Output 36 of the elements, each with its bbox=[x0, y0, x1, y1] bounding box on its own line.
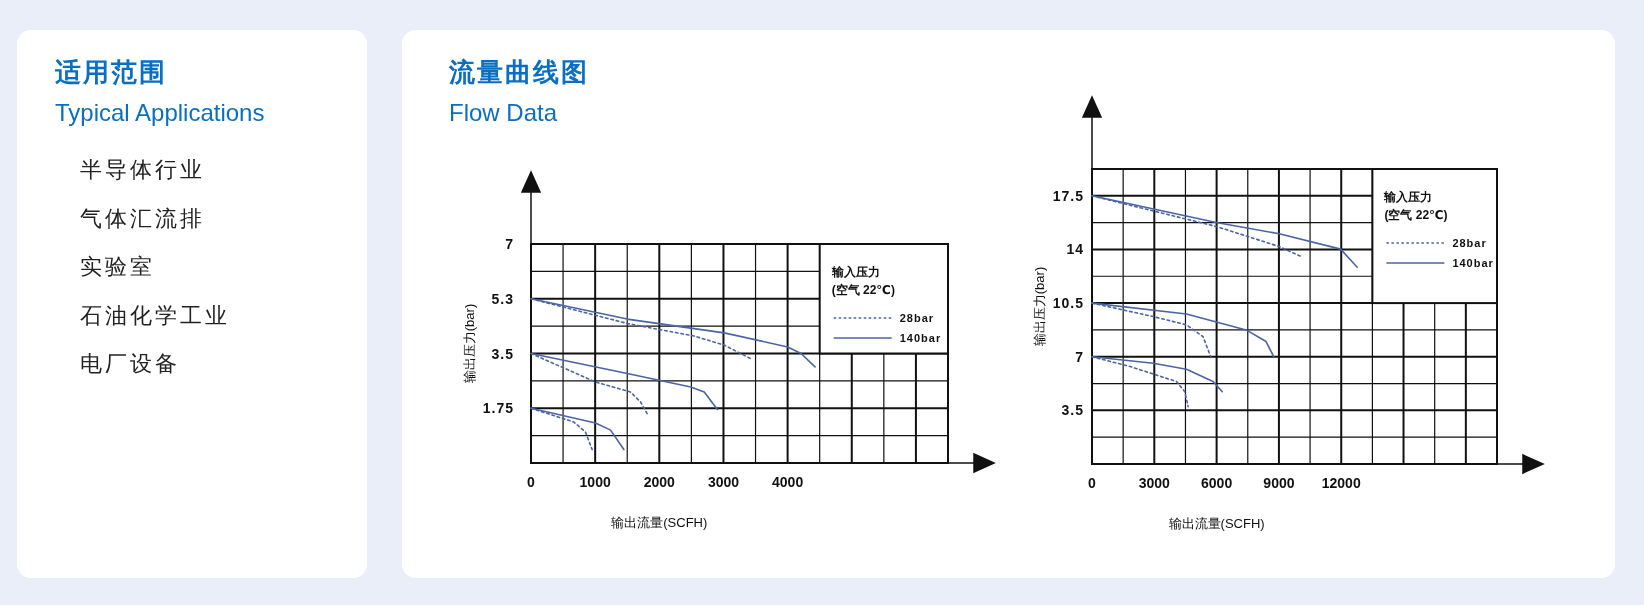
legend-title: 输入压力 (空气 22℃) bbox=[1383, 190, 1448, 222]
legend-title: 输入压力 (空气 22℃) bbox=[830, 265, 895, 297]
y-axis-title: 输出压力(bar) bbox=[1032, 266, 1047, 347]
text: 实验室 bbox=[80, 254, 155, 279]
x-tick-label: 1000 bbox=[579, 474, 611, 490]
y-tick-label: 3.5 bbox=[1061, 402, 1084, 419]
text: Typical Applications bbox=[55, 99, 265, 126]
y-tick-label: 3.5 bbox=[491, 345, 514, 362]
x-tick-label: 0 bbox=[1088, 475, 1097, 491]
legend: 输入压力 (空气 22℃) 28bar 140bar bbox=[1371, 168, 1498, 305]
y-tick-label: 14 bbox=[1066, 241, 1084, 258]
x-tick-label: 12000 bbox=[1321, 475, 1361, 491]
x-tick-label: 3000 bbox=[1138, 475, 1171, 491]
x-tick-label: 0 bbox=[527, 474, 536, 490]
text: 半导体行业 bbox=[80, 157, 205, 182]
x-tick-label: 9000 bbox=[1263, 475, 1295, 491]
x-tick-label: 6000 bbox=[1201, 475, 1233, 491]
x-tick-label: 3000 bbox=[707, 474, 740, 490]
chart-title: 流量曲线图 bbox=[448, 57, 589, 87]
y-tick-label: 1.75 bbox=[482, 400, 514, 417]
y-tick-label: 7 bbox=[505, 236, 514, 252]
text: 石油化学工业 bbox=[80, 302, 230, 328]
x-axis-title: 输出流量(SCFH) bbox=[611, 515, 708, 530]
chart-subtitle: Flow Data bbox=[449, 99, 558, 126]
x-axis-title: 输出流量(SCFH) bbox=[1168, 516, 1265, 531]
text: 电厂设备 bbox=[80, 351, 180, 376]
text: 适用范围 bbox=[54, 57, 167, 87]
y-tick-label: 7 bbox=[1075, 348, 1084, 365]
text: 气体汇流排 bbox=[80, 205, 205, 231]
y-tick-label: 17.5 bbox=[1052, 187, 1084, 204]
legend: 输入压力 (空气 22℃) 28bar 140bar bbox=[818, 243, 949, 355]
x-tick-label: 2000 bbox=[643, 474, 676, 490]
y-axis-title: 输出压力(bar) bbox=[462, 303, 477, 384]
y-tick-label: 5.3 bbox=[491, 290, 514, 307]
x-tick-label: 4000 bbox=[772, 474, 804, 490]
y-tick-label: 10.5 bbox=[1052, 295, 1084, 312]
